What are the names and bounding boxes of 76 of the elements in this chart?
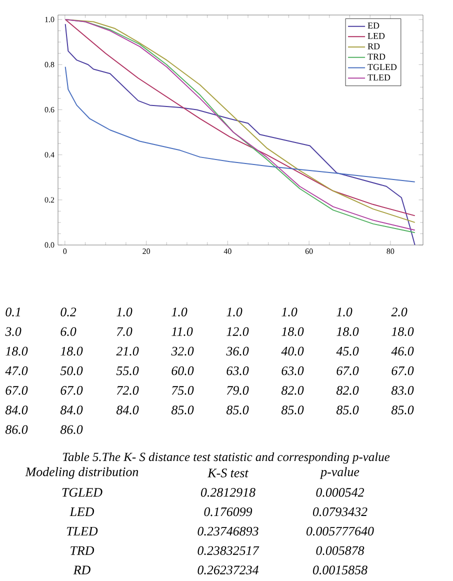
text: 45.0 bbox=[336, 346, 359, 356]
text: 12.0 bbox=[226, 327, 249, 336]
text: 85.0 bbox=[281, 406, 304, 414]
text: TGLED bbox=[62, 488, 102, 497]
legend-label: TLED bbox=[368, 74, 390, 80]
text: 84.0 bbox=[5, 406, 28, 414]
text: 0.2812918 bbox=[200, 488, 256, 497]
text: 18.0 bbox=[282, 327, 304, 336]
text: 86.0 bbox=[5, 425, 28, 434]
text: 0.26237234 bbox=[198, 566, 258, 574]
text: 11.0 bbox=[172, 327, 193, 336]
text: 1.0 bbox=[282, 308, 298, 316]
legend-label: LED bbox=[368, 32, 385, 39]
text: 1.0 bbox=[172, 308, 188, 316]
text: TLED bbox=[67, 526, 98, 536]
text: 83.0 bbox=[391, 386, 414, 395]
text: 55.0 bbox=[116, 366, 139, 376]
text: 0.005878 bbox=[316, 546, 364, 556]
text: 32.0 bbox=[171, 346, 194, 356]
text: 21.0 bbox=[116, 346, 139, 356]
text: 1.0 bbox=[336, 308, 352, 316]
text: 67.0 bbox=[6, 386, 28, 395]
text: 3.0 bbox=[5, 327, 22, 336]
text: 46.0 bbox=[391, 346, 414, 356]
text: 86.0 bbox=[60, 425, 83, 434]
text: 60.0 bbox=[172, 366, 194, 376]
text: 36.0 bbox=[226, 346, 249, 356]
text: 75.0 bbox=[172, 386, 194, 395]
text: 18.0 bbox=[336, 327, 359, 336]
text: 0.0015858 bbox=[312, 566, 368, 574]
text: 47.0 bbox=[5, 366, 28, 376]
text: 0.2 bbox=[60, 308, 76, 316]
legend-label: TGLED bbox=[368, 64, 397, 70]
text: 0.000542 bbox=[316, 488, 364, 497]
text: K-S test bbox=[208, 468, 249, 478]
text: 63.0 bbox=[282, 366, 304, 376]
text: 72.0 bbox=[116, 386, 139, 395]
text: 1.0 bbox=[116, 308, 132, 316]
legend-label: ED bbox=[368, 22, 380, 29]
text: 0.0793432 bbox=[312, 507, 368, 516]
text: 0.1 bbox=[6, 308, 20, 316]
text: 0.23832517 bbox=[198, 546, 260, 556]
text: 0.23746893 bbox=[198, 526, 258, 536]
text: 63.0 bbox=[226, 366, 249, 376]
text: TRD bbox=[70, 546, 94, 555]
text: 18.0 bbox=[392, 327, 414, 336]
text: 18.0 bbox=[60, 346, 83, 356]
text: 18.0 bbox=[6, 346, 28, 356]
text: 7.0 bbox=[116, 327, 132, 336]
line-series bbox=[64, 66, 416, 182]
text: 84.0 bbox=[60, 406, 83, 414]
text: 85.0 bbox=[391, 406, 414, 414]
text: 85.0 bbox=[171, 406, 194, 414]
text: RD bbox=[73, 566, 90, 574]
text: LED bbox=[70, 508, 94, 516]
caption: Table 5.The K- S distance test statistic and corresponding p-value bbox=[62, 452, 390, 464]
text: 79.0 bbox=[226, 386, 249, 395]
text: 85.0 bbox=[336, 406, 359, 414]
text: 40.0 bbox=[281, 346, 304, 356]
legend-label: TRD bbox=[368, 54, 386, 60]
text: 67.0 bbox=[60, 386, 83, 395]
text: 84.0 bbox=[116, 406, 139, 414]
legend-label: RD bbox=[368, 43, 380, 50]
text: 0.005777640 bbox=[306, 526, 374, 536]
text: 82.0 bbox=[281, 386, 304, 395]
text: p-value bbox=[320, 467, 360, 479]
text: 67.0 bbox=[392, 366, 414, 376]
text: 50.0 bbox=[60, 366, 83, 376]
text: 1.0 bbox=[226, 308, 242, 316]
text: 67.0 bbox=[336, 366, 359, 376]
text: 85.0 bbox=[226, 406, 249, 414]
text: 82.0 bbox=[336, 386, 359, 395]
text: 2.0 bbox=[391, 308, 408, 316]
text: 6.0 bbox=[60, 327, 76, 336]
text: 0.176099 bbox=[204, 507, 252, 516]
text: Modeling distribution bbox=[25, 467, 138, 479]
